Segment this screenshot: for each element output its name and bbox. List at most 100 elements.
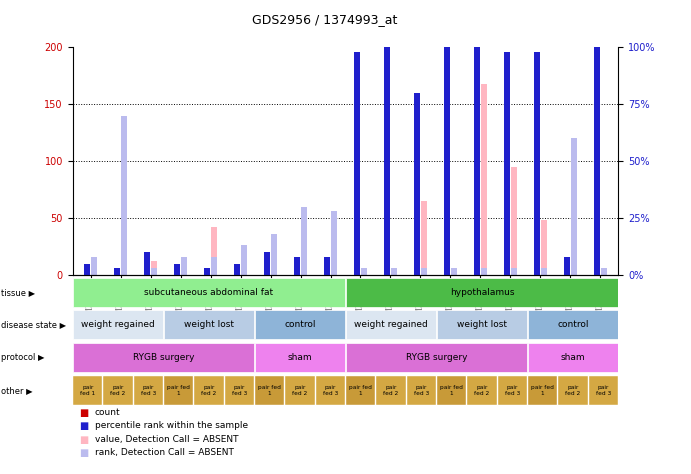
Bar	[421, 268, 427, 275]
Bar	[173, 264, 180, 275]
Text: hypothalamus: hypothalamus	[450, 288, 514, 297]
Text: pair
fed 1: pair fed 1	[80, 385, 95, 396]
FancyBboxPatch shape	[73, 376, 102, 405]
Bar	[504, 52, 510, 275]
Bar	[361, 272, 368, 275]
Bar	[323, 257, 330, 275]
Text: value, Detection Call = ABSENT: value, Detection Call = ABSENT	[95, 435, 238, 444]
FancyBboxPatch shape	[528, 376, 557, 405]
FancyBboxPatch shape	[498, 376, 527, 405]
Text: pair
fed 3: pair fed 3	[504, 385, 520, 396]
Bar	[91, 257, 97, 275]
Bar	[144, 252, 150, 275]
FancyBboxPatch shape	[104, 376, 133, 405]
Bar	[594, 43, 600, 275]
FancyBboxPatch shape	[377, 376, 406, 405]
Bar	[294, 257, 300, 275]
Bar	[151, 261, 158, 275]
Bar	[571, 138, 578, 275]
Bar	[384, 29, 390, 275]
Bar	[84, 264, 91, 275]
Text: ■: ■	[79, 435, 88, 445]
Bar	[144, 266, 150, 275]
Text: tissue ▶: tissue ▶	[1, 288, 35, 297]
FancyBboxPatch shape	[164, 310, 254, 339]
Bar	[391, 268, 397, 275]
Text: weight regained: weight regained	[354, 320, 428, 329]
FancyBboxPatch shape	[316, 376, 345, 405]
Text: pair fed
1: pair fed 1	[349, 385, 372, 396]
Text: pair
fed 3: pair fed 3	[231, 385, 247, 396]
Text: pair fed
1: pair fed 1	[258, 385, 281, 396]
Bar	[294, 272, 300, 275]
FancyBboxPatch shape	[285, 376, 314, 405]
Text: pair
fed 2: pair fed 2	[474, 385, 490, 396]
Bar	[331, 243, 337, 275]
Bar	[451, 272, 457, 275]
Bar	[481, 84, 487, 275]
Bar	[181, 257, 187, 275]
Text: ■: ■	[79, 421, 88, 431]
Text: weight regained: weight regained	[81, 320, 155, 329]
Bar	[234, 264, 240, 275]
Bar	[301, 235, 307, 275]
Bar	[211, 227, 218, 275]
Text: pair
fed 2: pair fed 2	[384, 385, 399, 396]
Bar	[263, 252, 270, 275]
Text: pair
fed 2: pair fed 2	[111, 385, 126, 396]
Text: other ▶: other ▶	[1, 386, 32, 395]
Bar	[204, 268, 210, 275]
Bar	[181, 264, 187, 275]
Text: pair
fed 3: pair fed 3	[323, 385, 338, 396]
Text: ■: ■	[79, 448, 88, 458]
Text: ■: ■	[79, 408, 88, 418]
Bar	[600, 272, 607, 275]
Bar	[473, 25, 480, 275]
Text: weight lost: weight lost	[457, 320, 507, 329]
FancyBboxPatch shape	[194, 376, 224, 405]
Bar	[121, 116, 127, 275]
Text: control: control	[284, 320, 316, 329]
Bar	[263, 272, 270, 275]
FancyBboxPatch shape	[346, 278, 618, 307]
Bar	[594, 167, 600, 275]
FancyBboxPatch shape	[225, 376, 254, 405]
FancyBboxPatch shape	[73, 278, 346, 307]
Text: pair
fed 2: pair fed 2	[292, 385, 307, 396]
FancyBboxPatch shape	[164, 376, 193, 405]
Bar	[211, 257, 218, 275]
FancyBboxPatch shape	[558, 376, 587, 405]
Bar	[541, 268, 547, 275]
Bar	[533, 272, 540, 275]
Text: pair
fed 2: pair fed 2	[201, 385, 217, 396]
Bar	[271, 234, 277, 275]
Bar	[600, 268, 607, 275]
Bar	[204, 272, 210, 275]
Bar	[511, 268, 518, 275]
FancyBboxPatch shape	[255, 343, 346, 372]
Bar	[391, 272, 397, 275]
Text: disease state ▶: disease state ▶	[1, 320, 66, 329]
Text: pair
fed 3: pair fed 3	[414, 385, 429, 396]
Bar	[241, 266, 247, 275]
Bar	[331, 211, 337, 275]
Bar	[241, 246, 247, 275]
Bar	[271, 246, 277, 275]
Text: count: count	[95, 408, 120, 417]
Text: control: control	[557, 320, 589, 329]
Text: sham: sham	[560, 353, 585, 362]
Bar	[91, 269, 97, 275]
Bar	[541, 220, 547, 275]
FancyBboxPatch shape	[255, 376, 284, 405]
Text: percentile rank within the sample: percentile rank within the sample	[95, 421, 248, 430]
FancyBboxPatch shape	[73, 343, 254, 372]
Bar	[354, 52, 360, 275]
Text: RYGB surgery: RYGB surgery	[133, 353, 194, 362]
Bar	[564, 272, 570, 275]
Bar	[414, 201, 420, 275]
Bar	[173, 272, 180, 275]
Text: subcutaneous abdominal fat: subcutaneous abdominal fat	[144, 288, 274, 297]
Bar	[84, 272, 91, 275]
Bar	[354, 161, 360, 275]
Text: protocol ▶: protocol ▶	[1, 353, 44, 362]
